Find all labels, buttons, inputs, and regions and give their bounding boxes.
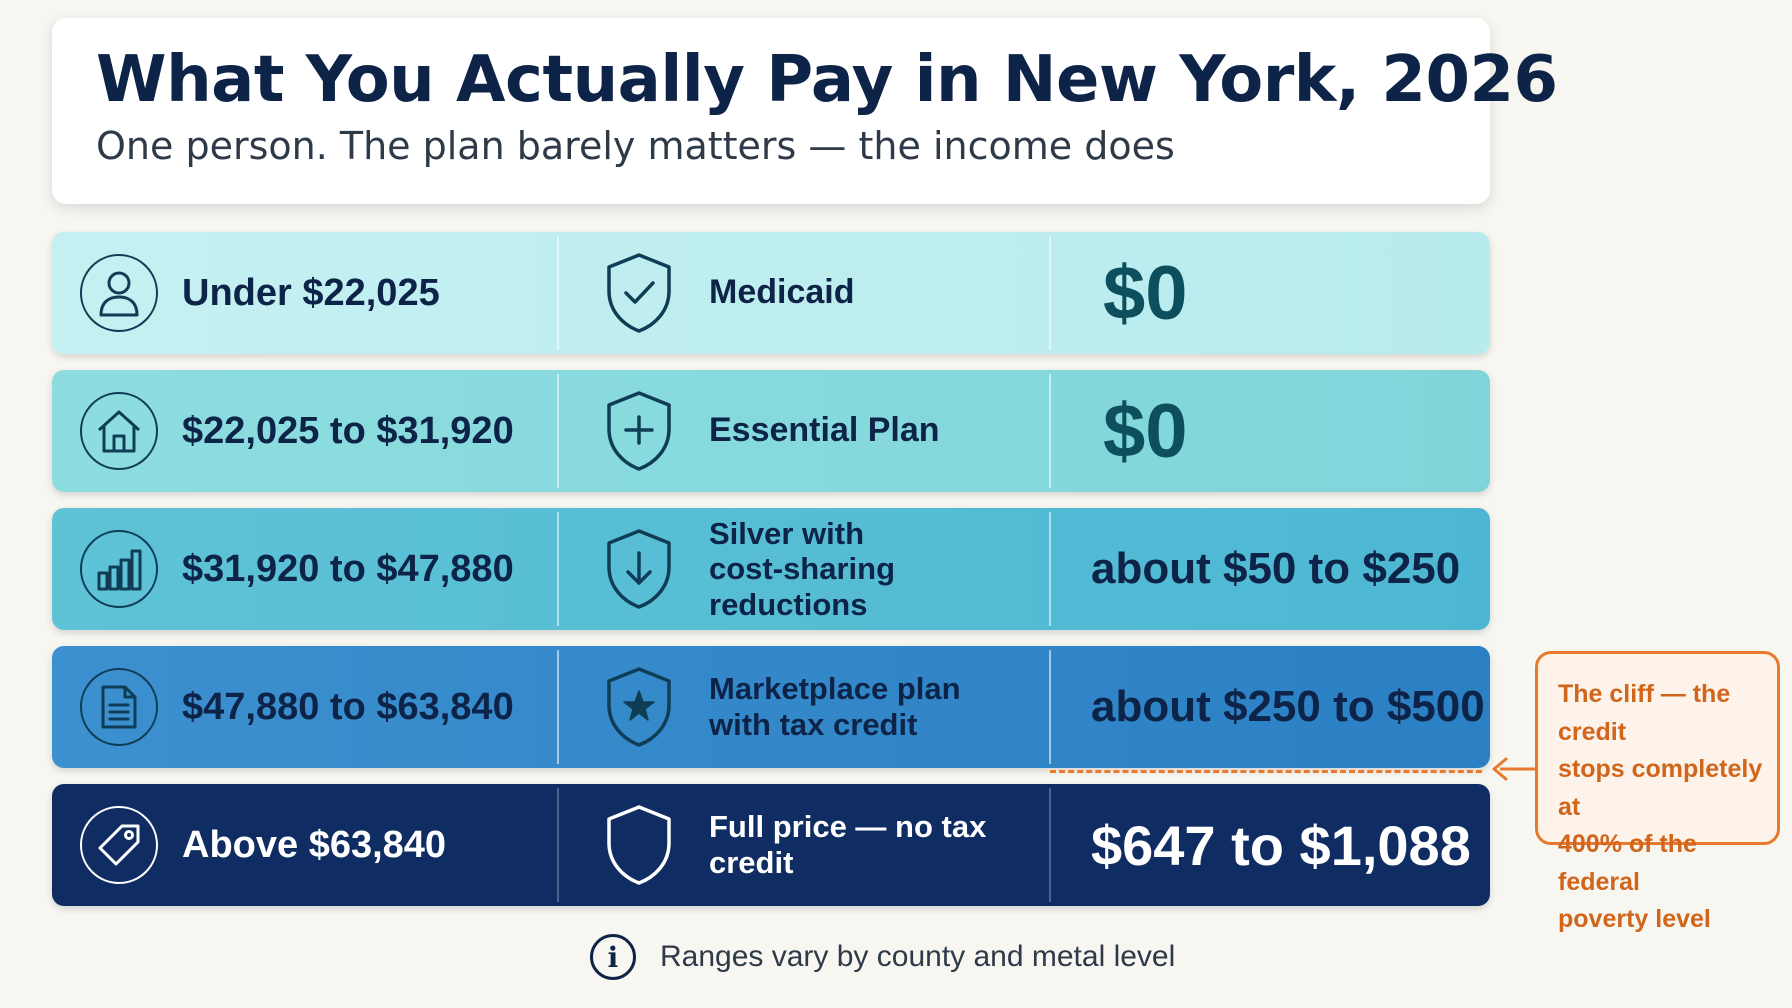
column-divider (1049, 374, 1051, 488)
column-divider (1049, 236, 1051, 350)
callout-line: poverty level (1558, 905, 1711, 933)
plan-cell: Medicaid (559, 232, 1049, 354)
income-cell: Under $22,025 (52, 232, 557, 354)
info-icon: i (590, 934, 636, 980)
plan-name: Silver with cost-sharing reductions (709, 515, 896, 622)
page-subtitle: One person. The plan barely matters — th… (96, 123, 1175, 168)
column-divider (557, 512, 559, 626)
shield-star-icon (607, 667, 671, 747)
shield-plus-icon (607, 391, 671, 471)
document-icon (80, 668, 158, 746)
shield-check-icon (607, 253, 671, 333)
shield-outline-icon (607, 805, 671, 885)
cost-cell: $0 (1051, 232, 1490, 354)
plan-name: Full price — no tax credit (709, 809, 987, 880)
column-divider (1049, 650, 1051, 764)
shield-down-arrow-icon (607, 529, 671, 609)
plan-cell: Marketplace plan with tax credit (559, 646, 1049, 768)
plan-cell: Essential Plan (559, 370, 1049, 492)
footnote-text: Ranges vary by county and metal level (660, 940, 1176, 973)
table-row: Above $63,840 Full price — no tax credit… (52, 784, 1490, 906)
table-row: $31,920 to $47,880 Silver with cost-shar… (52, 508, 1490, 630)
income-range: $31,920 to $47,880 (182, 547, 514, 590)
plan-name: Medicaid (709, 273, 855, 312)
callout-line: 400% of the federal (1558, 830, 1697, 896)
income-range: Under $22,025 (182, 271, 440, 314)
plan-cell: Full price — no tax credit (559, 784, 1049, 906)
price-tag-icon (80, 806, 158, 884)
cliff-callout: The cliff — the credit stops completely … (1535, 651, 1780, 933)
monthly-cost: about $250 to $500 (1091, 682, 1485, 731)
cost-cell: $647 to $1,088 (1051, 784, 1490, 906)
monthly-cost: about $50 to $250 (1091, 544, 1461, 593)
cost-cell: about $250 to $500 (1051, 646, 1490, 768)
monthly-cost: $647 to $1,088 (1091, 813, 1471, 877)
cliff-arrow-icon (1492, 757, 1536, 781)
monthly-cost: $0 (1103, 250, 1188, 336)
table-row: Under $22,025 Medicaid $0 (52, 232, 1490, 354)
page-title: What You Actually Pay in New York, 2026 (96, 43, 1558, 117)
income-cell: $47,880 to $63,840 (52, 646, 557, 768)
column-divider (557, 236, 559, 350)
income-cell: Above $63,840 (52, 784, 557, 906)
footnote: i Ranges vary by county and metal level (590, 934, 1175, 980)
column-divider (557, 788, 559, 902)
column-divider (1049, 512, 1051, 626)
column-divider (557, 374, 559, 488)
plan-name: Marketplace plan with tax credit (709, 671, 961, 742)
plan-cell: Silver with cost-sharing reductions (559, 508, 1049, 630)
cost-cell: $0 (1051, 370, 1490, 492)
cost-cell: about $50 to $250 (1051, 508, 1490, 630)
table-row: $22,025 to $31,920 Essential Plan $0 (52, 370, 1490, 492)
plan-name: Essential Plan (709, 411, 940, 450)
house-icon (80, 392, 158, 470)
callout-line: The cliff — the credit (1558, 680, 1731, 746)
monthly-cost: $0 (1103, 388, 1188, 474)
column-divider (557, 650, 559, 764)
title-card: What You Actually Pay in New York, 2026 … (52, 18, 1558, 204)
callout-line: stops completely at (1558, 755, 1763, 821)
person-icon (80, 254, 158, 332)
cliff-dashed-line (1050, 770, 1482, 773)
income-cell: $22,025 to $31,920 (52, 370, 557, 492)
table-row: $47,880 to $63,840 Marketplace plan with… (52, 646, 1490, 768)
column-divider (1049, 788, 1051, 902)
income-range: Above $63,840 (182, 823, 447, 866)
income-range: $47,880 to $63,840 (182, 685, 514, 728)
income-range: $22,025 to $31,920 (182, 409, 514, 452)
income-cell: $31,920 to $47,880 (52, 508, 557, 630)
bar-chart-icon (80, 530, 158, 608)
